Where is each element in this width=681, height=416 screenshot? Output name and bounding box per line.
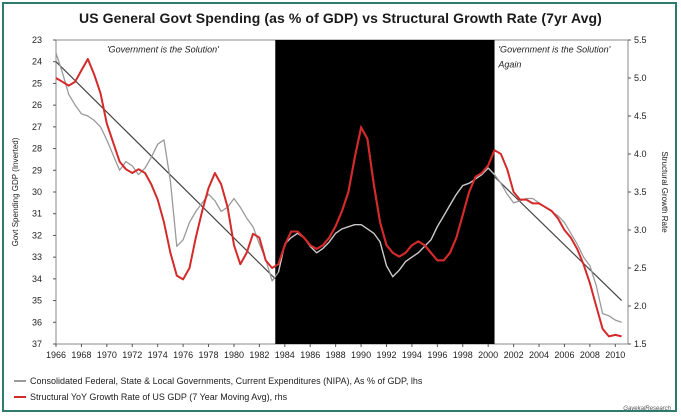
y-left-tick-label: 37	[32, 339, 42, 349]
x-tick-label: 1966	[46, 350, 66, 360]
legend-item-growth-rate: Structural YoY Growth Rate of US GDP (7 …	[14, 392, 287, 402]
annotation-text: 'Government is the Solution'	[107, 45, 219, 55]
x-tick-label: 1976	[173, 350, 193, 360]
y-right-tick-label: 2.0	[634, 301, 647, 311]
x-tick-label: 2002	[504, 350, 524, 360]
x-tick-label: 1980	[224, 350, 244, 360]
y-left-tick-label: 29	[32, 165, 42, 175]
x-tick-label: 1990	[351, 350, 371, 360]
y-left-tick-label: 32	[32, 230, 42, 240]
x-tick-label: 1984	[275, 350, 295, 360]
x-tick-label: 1996	[427, 350, 447, 360]
shaded-region	[275, 40, 495, 344]
y-right-tick-label: 5.5	[634, 35, 647, 45]
y-right-tick-label: 4.0	[634, 149, 647, 159]
y-left-tick-label: 28	[32, 144, 42, 154]
y-left-tick-label: 36	[32, 317, 42, 327]
x-tick-label: 1970	[97, 350, 117, 360]
x-tick-label: 2008	[580, 350, 600, 360]
y-right-tick-label: 3.0	[634, 225, 647, 235]
source-credit: GavekalResearch	[623, 406, 671, 412]
y-left-tick-label: 33	[32, 252, 42, 262]
y-right-tick-label: 2.5	[634, 263, 647, 273]
annotation-text: 'Government is the Solution'	[498, 45, 610, 55]
series-line-growth-rate-overlay	[277, 124, 496, 265]
legend-item-govt-spending: Consolidated Federal, State & Local Gove…	[14, 376, 422, 386]
y-left-tick-label: 24	[32, 57, 42, 67]
y-left-tick-label: 31	[32, 209, 42, 219]
x-tick-label: 2000	[478, 350, 498, 360]
trendline	[494, 176, 623, 302]
legend-swatch-gray	[14, 380, 26, 382]
y-left-tick-label: 30	[32, 187, 42, 197]
x-tick-label: 2010	[605, 350, 625, 360]
legend-swatch-red	[14, 396, 26, 398]
y-left-tick-label: 25	[32, 78, 42, 88]
legend-label: Structural YoY Growth Rate of US GDP (7 …	[30, 392, 288, 402]
y-right-tick-label: 3.5	[634, 187, 647, 197]
y-left-axis-label: Govt Spending GDP (Inverted)	[11, 137, 20, 246]
y-left-tick-label: 27	[32, 122, 42, 132]
x-tick-label: 1988	[326, 350, 346, 360]
y-right-axis-label: Structural Growth Rate	[660, 151, 669, 233]
y-left-tick-label: 35	[32, 296, 42, 306]
x-tick-label: 1974	[148, 350, 168, 360]
y-left-tick-label: 34	[32, 274, 42, 284]
y-right-tick-label: 4.5	[634, 111, 647, 121]
x-tick-label: 1998	[453, 350, 473, 360]
y-right-tick-label: 1.5	[634, 339, 647, 349]
x-tick-label: 1972	[122, 350, 142, 360]
legend-label: Consolidated Federal, State & Local Gove…	[30, 376, 423, 386]
annotation-text: Again	[497, 60, 521, 70]
x-tick-label: 1994	[402, 350, 422, 360]
chart-title: US General Govt Spending (as % of GDP) v…	[79, 10, 602, 26]
y-right-tick-label: 5.0	[634, 73, 647, 83]
x-tick-label: 2006	[554, 350, 574, 360]
x-tick-label: 2004	[529, 350, 549, 360]
x-tick-label: 1986	[300, 350, 320, 360]
y-left-tick-label: 26	[32, 100, 42, 110]
x-tick-label: 1978	[199, 350, 219, 360]
x-tick-label: 1982	[249, 350, 269, 360]
trendline	[55, 61, 276, 280]
series-line-govt-spending-highlight	[277, 167, 495, 278]
x-tick-label: 1968	[71, 350, 91, 360]
y-left-tick-label: 23	[32, 35, 42, 45]
x-tick-label: 1992	[376, 350, 396, 360]
